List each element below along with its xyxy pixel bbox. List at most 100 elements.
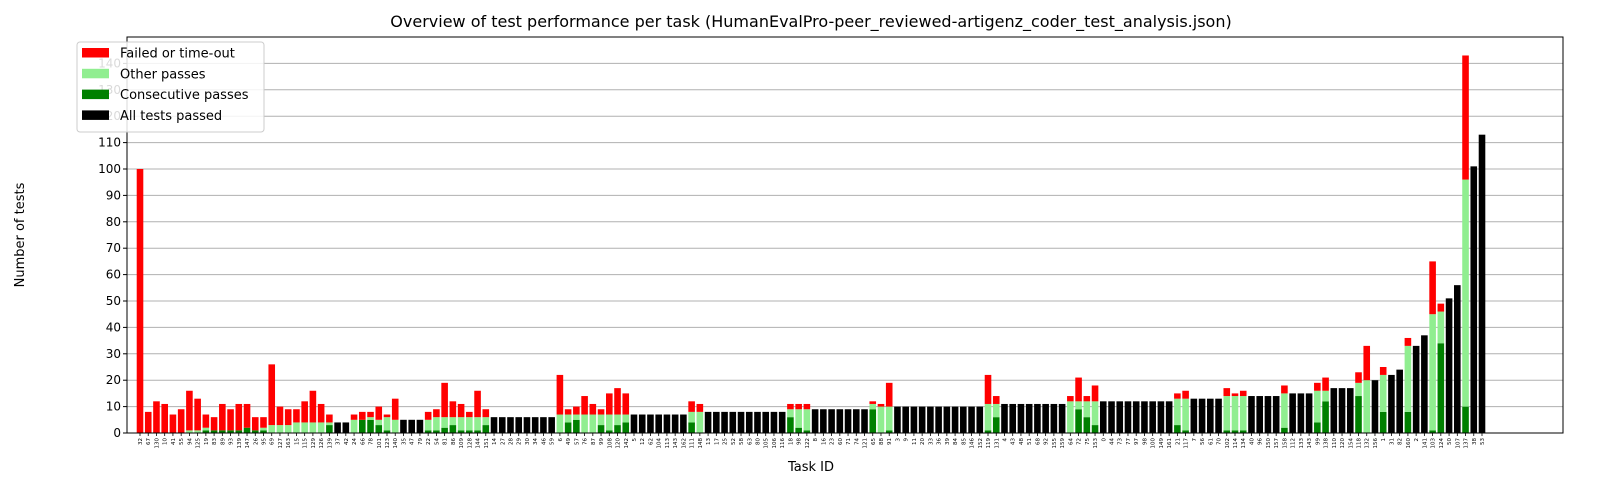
bar-other-6 [186, 430, 193, 433]
bar-failed-22 [317, 403, 325, 423]
x-tick-label: 133 [1299, 438, 1305, 449]
x-tick-label: 121 [863, 438, 869, 449]
bar-other-89 [869, 403, 877, 410]
bar-other-16 [268, 425, 276, 433]
bar-other-7 [194, 430, 201, 433]
x-tick-label: 46 [541, 437, 547, 444]
bar-other-52 [564, 414, 572, 423]
x-tick-label: 29 [517, 437, 523, 444]
x-tick-label: 84 [953, 438, 959, 445]
bar-consecutive-30 [383, 430, 391, 433]
y-tick-label: 10 [106, 400, 121, 414]
x-tick-label: 122 [805, 438, 811, 449]
x-tick-label: 153 [1093, 437, 1099, 448]
legend-swatch-all [82, 110, 109, 120]
bar-all-72 [729, 411, 737, 433]
bar-other-79 [787, 409, 794, 418]
x-tick-label: 81 [443, 438, 449, 445]
bar-failed-26 [350, 414, 358, 420]
bar-all-123 [1149, 401, 1156, 433]
x-tick-label: 12 [640, 438, 646, 445]
bar-all-100 [960, 406, 967, 433]
x-tick-label: 79 [418, 438, 424, 445]
bar-other-161 [1462, 179, 1469, 407]
bar-failed-79 [787, 403, 794, 410]
y-tick-label: 70 [106, 241, 121, 255]
bar-failed-11 [227, 409, 234, 431]
bar-all-49 [540, 417, 547, 433]
bar-failed-19 [293, 409, 300, 423]
x-tick-label: 68 [1035, 437, 1041, 444]
x-tick-label: 41 [171, 438, 177, 445]
bar-all-140 [1289, 393, 1296, 433]
bar-all-75 [754, 411, 761, 433]
x-tick-label: 139 [327, 437, 333, 448]
bar-all-46 [515, 417, 523, 433]
x-tick-label: 13 [706, 438, 712, 445]
bar-failed-132 [1223, 388, 1231, 397]
bar-other-26 [350, 419, 358, 433]
bar-failed-113 [1067, 396, 1074, 402]
bar-consecutive-132 [1223, 430, 1231, 433]
x-tick-label: 100 [1151, 437, 1157, 448]
x-tick-label: 139 [237, 438, 243, 449]
bar-other-116 [1091, 401, 1099, 426]
bar-failed-90 [877, 403, 885, 407]
x-tick-label: 158 [1282, 437, 1288, 448]
bar-all-74 [745, 411, 753, 433]
y-tick-label: 90 [106, 188, 121, 202]
bar-consecutive-80 [795, 427, 802, 433]
bar-all-44 [498, 417, 506, 433]
bar-failed-17 [276, 406, 284, 426]
x-tick-label: 3 [895, 438, 901, 442]
x-tick-label: 92 [1044, 438, 1050, 445]
bar-all-120 [1124, 401, 1132, 433]
bar-all-50 [548, 417, 555, 433]
legend-label-failed: Failed or time-out [120, 47, 235, 62]
bar-failed-67 [688, 401, 695, 412]
bar-consecutive-144 [1322, 401, 1329, 433]
x-tick-label: 39 [945, 438, 951, 445]
bar-consecutive-14 [251, 430, 259, 433]
x-tick-label: 88 [879, 437, 885, 444]
bar-failed-157 [1429, 261, 1436, 315]
x-tick-label: 113 [665, 438, 671, 449]
x-tick-label: 54 [434, 437, 440, 444]
bar-all-76 [762, 411, 770, 433]
x-tick-label: 95 [262, 438, 268, 445]
bar-all-92 [894, 406, 901, 433]
bar-all-101 [968, 406, 975, 433]
x-tick-label: 89 [220, 437, 226, 444]
bar-all-45 [507, 417, 514, 433]
bar-other-158 [1437, 311, 1445, 344]
bar-all-112 [1058, 403, 1066, 433]
bar-failed-52 [564, 409, 572, 415]
bar-consecutive-9 [210, 430, 218, 433]
legend-swatch-failed [82, 48, 109, 58]
x-tick-label: 104 [657, 438, 663, 449]
x-tick-label: 98 [797, 438, 803, 445]
bar-consecutive-139 [1281, 427, 1288, 433]
x-tick-label: 155 [1052, 438, 1058, 449]
bar-all-138 [1272, 396, 1280, 433]
x-tick-label: 142 [624, 438, 630, 449]
bar-all-156 [1421, 335, 1428, 433]
x-tick-label: 111 [690, 438, 696, 449]
bar-failed-36 [433, 409, 440, 418]
bar-all-152 [1388, 374, 1395, 433]
bar-other-149 [1363, 380, 1371, 433]
x-tick-label: 116 [780, 437, 786, 448]
bar-failed-10 [219, 403, 226, 431]
bar-other-18 [284, 425, 292, 433]
bar-all-43 [490, 417, 498, 433]
x-tick-label: 53 [1480, 438, 1486, 445]
x-tick-label: 120 [616, 438, 622, 449]
x-tick-label: 6 [558, 438, 564, 442]
bars [136, 55, 1486, 434]
bar-other-36 [433, 417, 440, 431]
bar-failed-42 [482, 409, 490, 418]
bar-all-146 [1338, 388, 1346, 433]
x-tick-label: 98 [1142, 437, 1148, 444]
bar-other-38 [449, 417, 457, 426]
x-tick-label: 114 [1233, 438, 1239, 449]
